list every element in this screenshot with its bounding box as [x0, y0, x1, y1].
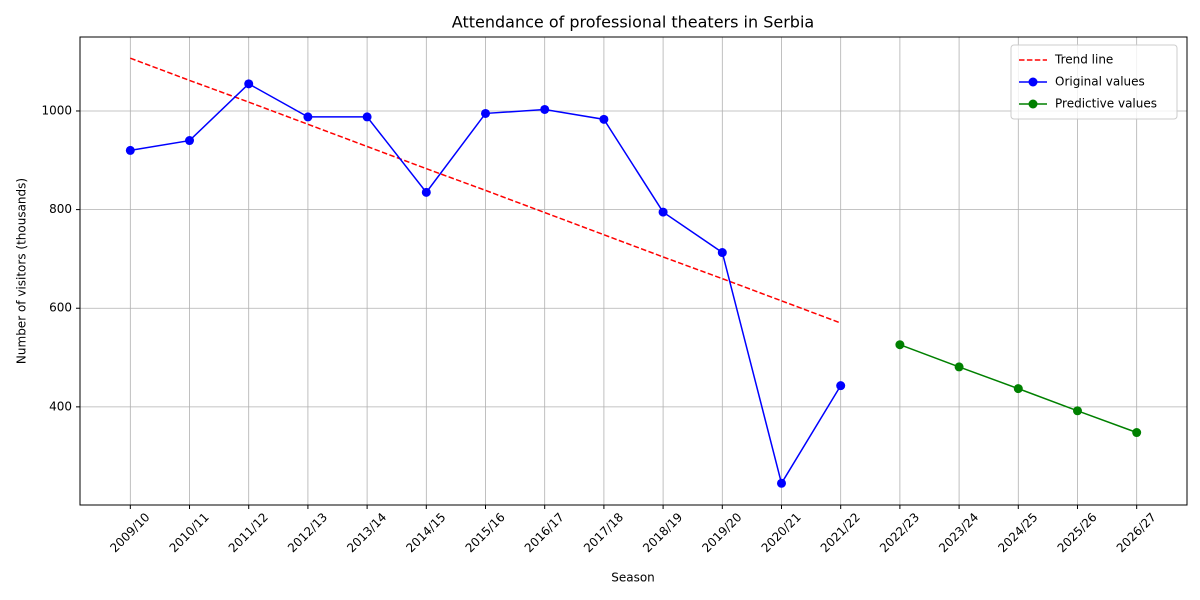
data-point	[125, 145, 135, 155]
data-point	[1132, 428, 1142, 438]
data-point	[540, 104, 550, 114]
x-axis-label: Season	[611, 571, 655, 585]
data-point	[599, 114, 609, 124]
data-point	[1072, 406, 1082, 416]
data-point	[481, 108, 491, 118]
data-point	[362, 112, 372, 122]
data-point	[954, 362, 964, 372]
data-point	[303, 112, 313, 122]
data-point	[421, 187, 431, 197]
y-tick-label: 800	[49, 202, 72, 216]
legend-marker	[1028, 77, 1038, 87]
plot-frame	[79, 36, 1188, 506]
data-point	[836, 381, 846, 391]
legend-label: Trend line	[1054, 53, 1113, 67]
data-point	[895, 340, 905, 350]
legend-box	[1010, 44, 1178, 120]
y-tick-label: 1000	[41, 103, 72, 117]
y-axis-label: Number of visitors (thousands)	[15, 178, 29, 364]
data-point	[1013, 384, 1023, 394]
legend-label: Original values	[1055, 75, 1145, 89]
y-tick-label: 600	[49, 301, 72, 315]
data-point	[244, 79, 254, 89]
y-tick-label: 400	[49, 399, 72, 413]
data-point	[717, 248, 727, 258]
chart-title: Attendance of professional theaters in S…	[452, 13, 814, 32]
legend-marker	[1028, 99, 1038, 109]
legend-label: Predictive values	[1055, 97, 1157, 111]
data-point	[776, 478, 786, 488]
data-point	[658, 207, 668, 217]
data-point	[185, 136, 195, 146]
